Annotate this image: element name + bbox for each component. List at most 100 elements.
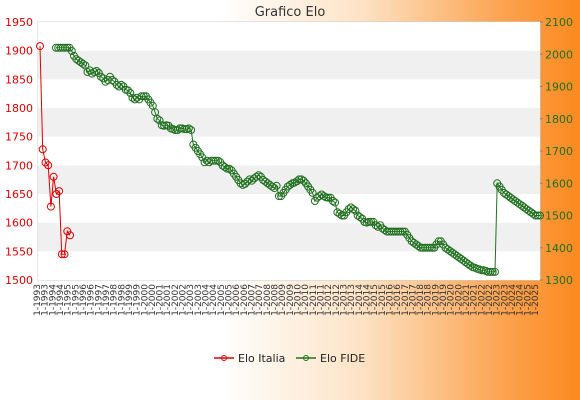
- x-tick-label: 1-2007: [248, 284, 258, 316]
- x-tick-label: 1-2003: [194, 284, 204, 316]
- data-point: [268, 182, 277, 191]
- data-point: [55, 187, 64, 196]
- data-point: [36, 42, 44, 51]
- data-point: [97, 72, 105, 81]
- series-elo-fide: [52, 43, 544, 276]
- left-tick-label: 1800: [5, 102, 33, 115]
- data-point: [153, 114, 162, 123]
- left-tick-label: 1900: [5, 45, 33, 58]
- data-point: [241, 179, 250, 188]
- x-tick-label: 1-2015: [370, 284, 380, 316]
- data-point: [533, 211, 542, 220]
- x-tick-label: 1-2005: [225, 284, 235, 316]
- data-point: [63, 227, 72, 236]
- left-tick-label: 1950: [5, 16, 33, 29]
- data-point: [124, 86, 132, 95]
- data-point: [297, 175, 306, 184]
- right-tick-label: 1800: [545, 113, 573, 126]
- x-tick-label: 1-2022: [477, 284, 487, 316]
- data-point: [66, 231, 74, 240]
- data-point: [184, 124, 193, 133]
- x-tick-label: 1-2000: [140, 284, 150, 316]
- legend: Elo Italia Elo FIDE: [214, 352, 365, 365]
- x-tick-label: 1-2023: [500, 284, 510, 316]
- data-point: [117, 80, 126, 89]
- x-tick-label: 1-1994: [56, 284, 66, 316]
- x-tick-label: 1-2010: [301, 284, 311, 316]
- data-point: [425, 243, 434, 252]
- right-tick-label: 1300: [545, 274, 573, 287]
- x-tick-label: 1-2012: [324, 284, 334, 316]
- data-point: [252, 172, 261, 181]
- x-tick-label: 1-2019: [431, 284, 441, 316]
- data-point: [531, 211, 540, 220]
- x-tick-label: 1-1997: [94, 284, 104, 316]
- left-tick-label: 1550: [5, 245, 33, 258]
- data-point: [115, 82, 123, 91]
- x-tick-label: 1-2012: [332, 284, 342, 316]
- data-point: [38, 145, 47, 154]
- legend-label-elo-fide: Elo FIDE: [320, 352, 365, 365]
- x-tick-label: 1-2016: [393, 284, 403, 316]
- x-tick-label: 1-2004: [209, 284, 219, 316]
- x-tick-label: 1-2015: [378, 284, 388, 316]
- left-tick-label: 1600: [5, 217, 33, 230]
- data-point: [373, 222, 382, 231]
- data-point: [44, 161, 53, 170]
- data-point: [355, 213, 364, 222]
- data-point: [364, 217, 373, 226]
- right-tick-label: 2100: [545, 16, 573, 29]
- right-tick-label: 1700: [545, 145, 573, 158]
- legend-label-elo-italia: Elo Italia: [238, 352, 285, 365]
- x-tick-label: 1-2014: [362, 284, 372, 316]
- x-tick-label: 1-2008: [271, 284, 281, 316]
- right-tick-label: 1400: [545, 242, 573, 255]
- x-tick-label: 1-2024: [516, 284, 526, 316]
- x-tick-label: 1-2006: [240, 284, 250, 316]
- x-tick-label: 1-2005: [217, 284, 227, 316]
- x-tick-label: 1-1998: [117, 284, 127, 316]
- x-tick-label: 1-2000: [148, 284, 158, 316]
- data-point: [243, 177, 252, 186]
- data-point: [52, 190, 61, 198]
- x-tick-label: 1-2009: [286, 284, 296, 316]
- data-point: [214, 156, 223, 165]
- x-tick-label: 1-1993: [41, 284, 51, 316]
- x-tick-label: 1-1996: [87, 284, 97, 316]
- data-point: [299, 176, 308, 185]
- x-tick-label: 1-2016: [385, 284, 395, 316]
- data-point: [536, 211, 544, 220]
- x-tick-label: 1-2014: [355, 284, 365, 316]
- data-point: [57, 250, 66, 259]
- x-tick-label: 1-2025: [523, 284, 533, 316]
- data-point: [396, 227, 405, 236]
- x-tick-label: 1-2013: [347, 284, 357, 316]
- x-tick-label: 1-2001: [163, 284, 173, 316]
- legend-marker-elo-italia: [221, 355, 227, 361]
- x-tick-label: 1-2002: [179, 284, 189, 316]
- data-point: [211, 156, 220, 165]
- x-tick-label: 1-2021: [470, 284, 480, 316]
- right-tick-label: 2000: [545, 48, 573, 61]
- x-tick-label: 1-1994: [48, 284, 58, 316]
- x-tick-label: 1-2011: [309, 284, 319, 316]
- data-point: [328, 197, 337, 205]
- x-tick-label: 1-2017: [401, 284, 411, 316]
- left-tick-label: 1500: [5, 274, 33, 287]
- data-point: [187, 126, 196, 134]
- data-point: [126, 89, 135, 97]
- x-tick-label: 1-1996: [79, 284, 89, 316]
- series-elo-italia: [36, 42, 74, 259]
- data-point: [272, 181, 281, 190]
- x-tick-label: 1-2003: [186, 284, 196, 316]
- data-point: [46, 202, 55, 211]
- data-point: [466, 261, 475, 270]
- right-tick-label: 1600: [545, 177, 573, 190]
- data-point: [247, 176, 256, 185]
- left-tick-label: 1700: [5, 159, 33, 172]
- x-axis-ticks: 1-19931-19931-19941-19941-19951-19951-19…: [33, 284, 541, 316]
- x-tick-label: 1-1999: [125, 284, 135, 316]
- data-point: [488, 267, 497, 276]
- data-point: [108, 76, 117, 84]
